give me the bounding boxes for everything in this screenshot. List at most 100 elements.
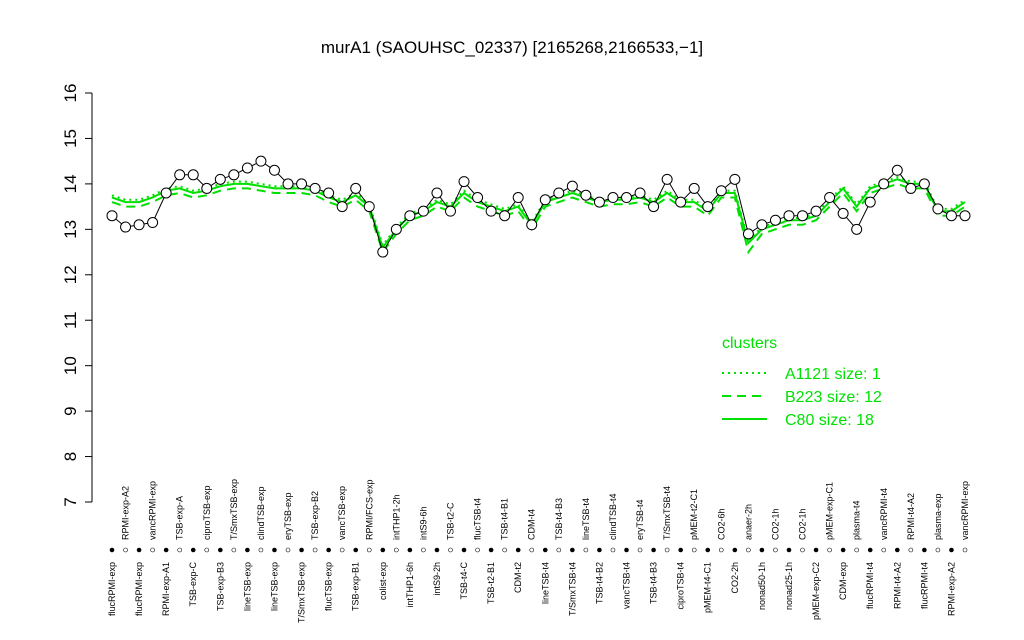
y-tick-label: 10	[61, 356, 80, 375]
x-tick-label: RPMI-exp-A2	[946, 562, 956, 616]
point	[106, 210, 118, 222]
point	[120, 221, 132, 233]
x-tick-label: anaer-2h	[743, 504, 753, 540]
sample-dot	[190, 547, 196, 553]
sample-dot	[461, 547, 467, 553]
sample-dot	[908, 547, 914, 553]
sample-dot	[177, 547, 182, 553]
x-tick-label: vancRPMI-exp	[960, 481, 970, 540]
point	[634, 187, 646, 199]
sample-dot	[204, 547, 210, 553]
point	[241, 162, 253, 174]
x-tick-label: TSB-t4-B2	[594, 562, 604, 604]
sample-dot	[109, 547, 115, 553]
point	[472, 192, 484, 204]
legend-label: A1121 size: 1	[785, 366, 881, 383]
x-tick-label: T/SmxTSB-t4	[567, 562, 577, 616]
x-tick-label: pMEM-exp-C2	[811, 562, 821, 620]
sample-dot	[759, 547, 765, 553]
y-tick-label: 11	[61, 311, 80, 329]
point	[444, 205, 456, 217]
x-tick-label: RPMI-exp-A2	[121, 486, 131, 540]
sample-dot	[746, 547, 751, 553]
x-tick-label: RPMI-t4-A2	[906, 493, 916, 540]
x-tick-label: CDM-exp	[838, 562, 848, 600]
sample-dot	[326, 547, 331, 553]
x-tick-label: TSB-t2-B1	[486, 562, 496, 604]
sample-dot	[773, 547, 778, 553]
x-tick-label: intTHP1-2h	[391, 494, 401, 540]
sample-dot	[664, 547, 670, 553]
x-tick-label: nonad50-1h	[757, 562, 767, 610]
x-tick-label: CDM-t4	[527, 509, 537, 540]
x-tick-label: TSB-t4-B1	[500, 498, 510, 540]
x-tick-label: pMEM-t2-C1	[689, 489, 699, 540]
point	[282, 178, 294, 190]
point	[431, 187, 443, 199]
point	[918, 178, 930, 190]
sample-dot	[813, 547, 819, 553]
cluster-line	[111, 182, 966, 255]
sample-dot	[935, 547, 941, 553]
sample-dot	[854, 547, 859, 553]
x-tick-label: lineTSB-t4	[581, 498, 591, 540]
point	[621, 192, 633, 204]
x-tick-label: clindTSB-t4	[608, 493, 618, 540]
x-tick-label: CO2-6h	[716, 508, 726, 540]
x-tick-label: RPMI/FCS-exp	[364, 479, 374, 540]
x-tick-label: intS9-6h	[418, 506, 428, 540]
sample-dot	[231, 547, 237, 553]
x-tick-label: colist-exp	[378, 562, 388, 600]
point	[539, 194, 551, 206]
point	[228, 169, 240, 181]
sample-dot	[272, 547, 277, 553]
x-tick-label: plasma-t4	[852, 500, 862, 540]
x-tick-label: ciproTSB-exp	[202, 485, 212, 540]
x-tick-label: clindTSB-exp	[256, 486, 266, 540]
point	[864, 196, 876, 208]
sample-dot	[691, 547, 697, 553]
point	[363, 201, 375, 213]
sample-dot	[515, 547, 521, 553]
sample-dot	[678, 547, 683, 553]
sample-dot	[610, 547, 616, 553]
point	[323, 187, 335, 199]
sample-dot	[150, 547, 155, 553]
x-tick-label: pMEM-t4-C1	[703, 562, 713, 613]
x-tick-label: TSB-exp-B1	[351, 562, 361, 611]
sample-dot	[922, 547, 927, 553]
x-tick-label: vancTSB-exp	[337, 486, 347, 540]
sample-dot	[353, 547, 359, 553]
point	[851, 223, 863, 235]
point	[648, 201, 660, 213]
sample-dot	[163, 547, 169, 553]
x-tick-label: flucRPMI-t4	[865, 562, 875, 609]
point	[756, 219, 768, 231]
sample-dot	[840, 547, 846, 553]
point	[160, 187, 172, 199]
y-tick-label: 16	[61, 84, 80, 103]
cluster-line	[111, 178, 966, 250]
sample-dot	[962, 547, 968, 553]
x-tick-label: plasma-exp	[933, 493, 943, 540]
sample-dot	[380, 547, 386, 553]
point	[959, 210, 971, 222]
x-tick-label: TSB-exp-A	[175, 496, 185, 540]
point	[945, 210, 957, 222]
y-tick-label: 12	[61, 265, 80, 284]
point	[390, 223, 402, 235]
point	[783, 210, 795, 222]
point	[878, 178, 890, 190]
x-tick-label: lineTSB-t4	[540, 562, 550, 604]
point	[404, 210, 416, 222]
x-tick-label: vancTSB-t4	[622, 562, 632, 609]
sample-dot	[949, 547, 954, 553]
sample-dot	[542, 547, 548, 553]
x-tick-label: eryTSB-exp	[283, 492, 293, 540]
sample-dot	[867, 547, 873, 553]
point	[932, 203, 944, 215]
sample-dot	[421, 547, 426, 553]
y-tick-label: 9	[61, 406, 80, 415]
x-tick-label: CDM-t2	[513, 562, 523, 593]
